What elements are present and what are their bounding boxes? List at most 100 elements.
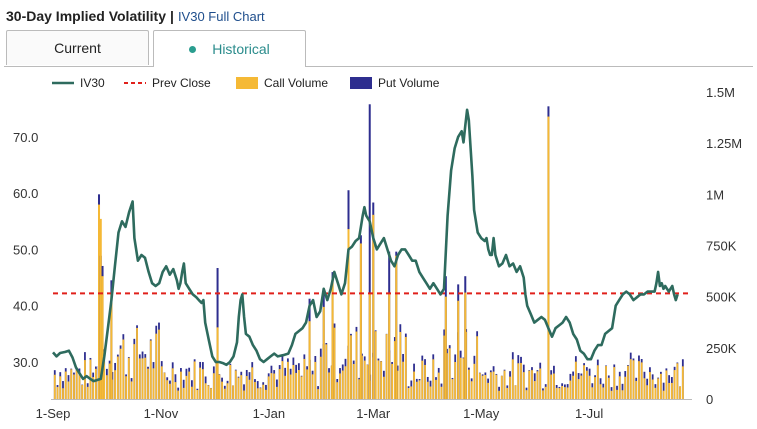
call-volume-bar	[281, 361, 284, 399]
call-volume-bar	[333, 327, 336, 399]
call-volume-bar	[558, 388, 561, 399]
call-volume-bar	[413, 371, 415, 399]
full-chart-link[interactable]: IV30 Full Chart	[177, 9, 265, 24]
call-volume-bar	[591, 387, 594, 399]
call-volume-bar	[163, 372, 166, 399]
call-volume-bar	[56, 387, 59, 399]
call-volume-bar	[174, 382, 177, 399]
call-volume-bar	[646, 385, 649, 399]
call-volume-bar	[259, 388, 262, 399]
call-volume-bar	[254, 382, 256, 399]
call-volume-bar	[265, 389, 267, 399]
call-volume-bar	[103, 352, 106, 399]
call-volume-bar	[451, 379, 454, 399]
call-volume-bar	[199, 367, 202, 399]
call-volume-bar	[105, 375, 108, 399]
call-volume-bar	[191, 386, 193, 399]
call-volume-bar	[553, 373, 555, 399]
call-volume-bar	[284, 375, 287, 399]
y-right-tick-label: 750K	[706, 239, 737, 254]
call-volume-bar	[481, 375, 484, 399]
call-volume-bar	[256, 388, 259, 399]
call-volume-bar	[542, 390, 544, 399]
call-volume-bar	[498, 390, 500, 399]
call-volume-bar	[531, 370, 533, 399]
call-volume-bar	[585, 370, 588, 399]
call-volume-bar	[500, 375, 503, 399]
call-volume-bar	[596, 365, 599, 399]
call-volume-bar	[654, 387, 657, 399]
call-volume-bar	[429, 386, 432, 399]
call-volume-bar	[437, 372, 440, 399]
call-volume-bar	[640, 362, 643, 399]
tab-current[interactable]: Current	[6, 30, 149, 65]
call-volume-bar	[657, 378, 660, 399]
call-volume-bar	[555, 387, 558, 399]
call-volume-bar	[410, 386, 413, 399]
call-volume-bar	[448, 348, 451, 399]
call-volume-bar	[166, 380, 169, 399]
call-volume-bar	[665, 370, 668, 399]
call-volume-bar	[363, 360, 366, 399]
call-volume-bar	[234, 370, 237, 399]
call-volume-bar	[317, 389, 319, 399]
call-volume-bar	[624, 376, 627, 399]
x-tick-label: 1-Sep	[36, 406, 71, 421]
call-volume-bar	[136, 327, 138, 399]
call-volume-bar	[314, 361, 317, 399]
call-volume-bar	[185, 375, 188, 399]
call-volume-bar	[492, 371, 495, 399]
call-volume-bar	[487, 382, 490, 399]
call-volume-bar	[517, 363, 520, 399]
call-volume-bar	[347, 229, 350, 399]
call-volume-bar	[81, 385, 84, 399]
call-volume-bar	[440, 386, 443, 399]
call-volume-bar	[503, 370, 506, 399]
call-volume-bar	[446, 353, 448, 399]
call-volume-bar	[193, 361, 196, 399]
call-volume-bar	[468, 369, 470, 399]
call-volume-bar	[352, 363, 355, 399]
call-volume-bar	[679, 386, 681, 399]
call-volume-bar	[144, 357, 147, 399]
call-volume-bar	[201, 369, 204, 399]
call-volume-bar	[149, 340, 152, 399]
y-right-tick-label: 0	[706, 392, 713, 407]
call-volume-bar	[618, 376, 621, 399]
call-volume-bar	[649, 372, 651, 399]
call-volume-bar	[99, 218, 102, 399]
call-volume-bar	[511, 359, 514, 399]
active-dot-icon	[189, 45, 197, 53]
call-volume-bar	[276, 386, 278, 399]
call-volume-bar	[232, 385, 234, 399]
tab-historical[interactable]: Historical	[153, 30, 306, 67]
call-volume-bar	[243, 390, 245, 399]
call-volume-bar	[138, 358, 141, 399]
call-volume-bar	[391, 363, 394, 399]
call-volume-bar	[432, 359, 435, 399]
call-volume-bar	[325, 344, 328, 399]
call-volume-bar	[286, 361, 289, 399]
call-volume-bar	[662, 390, 665, 399]
tab-current-label: Current	[54, 40, 101, 56]
call-volume-bar	[651, 379, 654, 399]
call-volume-bar	[377, 360, 380, 399]
x-tick-label: 1-May	[463, 406, 500, 421]
call-volume-bar	[550, 374, 553, 399]
call-volume-bar	[629, 359, 632, 399]
y-right-tick-label: 1M	[706, 187, 724, 202]
x-tick-label: 1-Nov	[144, 406, 179, 421]
call-volume-bar	[110, 292, 113, 399]
call-volume-bar	[125, 376, 127, 399]
x-tick-label: 1-Jul	[575, 406, 603, 421]
call-volume-bar	[380, 361, 383, 399]
call-volume-bar	[306, 369, 308, 399]
call-volume-bar	[92, 377, 95, 399]
call-volume-bar	[223, 388, 226, 399]
y-right-tick-label: 250K	[706, 341, 737, 356]
call-volume-bar	[303, 358, 306, 399]
call-volume-bar	[415, 381, 418, 399]
call-volume-bar	[610, 390, 613, 399]
call-volume-bar	[421, 360, 424, 399]
call-volume-bar	[539, 368, 542, 399]
